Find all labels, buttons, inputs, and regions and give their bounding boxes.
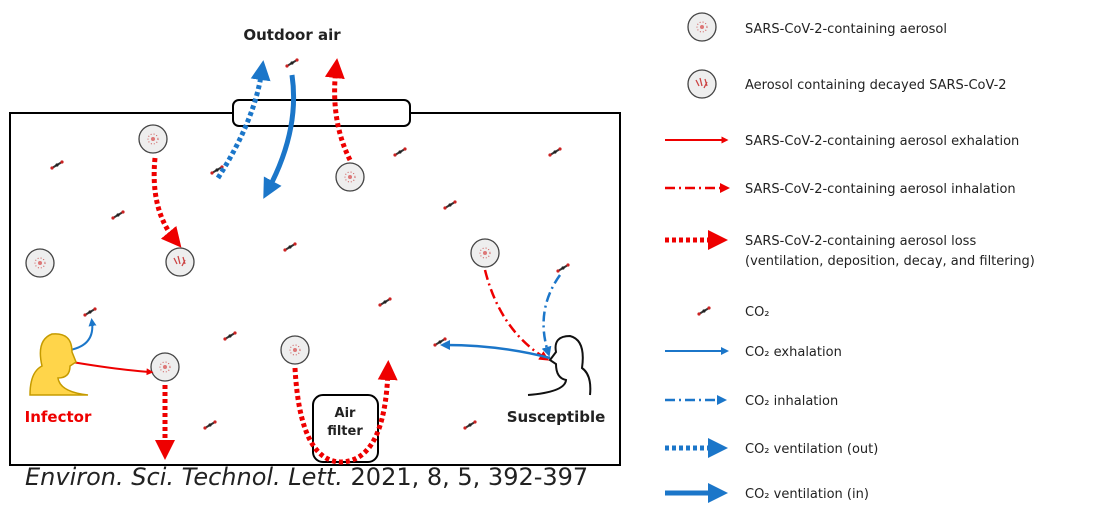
aerosols-part <box>150 352 180 382</box>
co2-molecules-part <box>547 146 563 158</box>
legend-label: SARS-CoV-2-containing aerosol exhalation <box>745 134 1019 149</box>
flows-part <box>541 274 562 357</box>
co2-molecules-part <box>555 262 571 274</box>
aerosols-part <box>138 124 168 154</box>
room-part <box>232 99 411 127</box>
room-part <box>312 394 379 463</box>
legend-icons <box>665 12 730 503</box>
legend-label: CO₂ ventilation (in) <box>745 487 869 502</box>
legend-icons-part <box>696 305 712 317</box>
co2-molecules-part <box>284 57 300 69</box>
legend-label: SARS-CoV-2-containing aerosol loss <box>745 234 976 249</box>
susceptible-head <box>527 334 592 396</box>
co2-molecules-part <box>462 419 478 431</box>
flows-part <box>440 340 551 360</box>
filter-label: filter <box>327 424 363 439</box>
infector-label: Infector <box>25 408 92 426</box>
aerosols-part <box>335 162 365 192</box>
legend-label: CO₂ <box>745 305 770 320</box>
flows-part <box>215 60 271 180</box>
infector-head-part <box>29 333 89 396</box>
co2-molecules-part <box>110 209 126 221</box>
citation: Environ. Sci. Technol. Lett. 2021, 8, 5,… <box>25 463 588 491</box>
flows-part <box>71 361 154 376</box>
flows-part <box>292 360 398 465</box>
room <box>9 99 621 466</box>
flows-part <box>324 58 353 162</box>
citation-journal: Environ. Sci. Technol. Lett. <box>25 463 343 491</box>
co2-molecules-part <box>82 306 98 318</box>
co2-molecules-part <box>49 159 65 171</box>
aerosols <box>25 124 500 382</box>
legend-label: CO₂ ventilation (out) <box>745 442 878 457</box>
co2-molecules-part <box>377 296 393 308</box>
flows <box>69 58 562 465</box>
susceptible-label: Susceptible <box>507 408 606 426</box>
co2-molecules-part <box>392 146 408 158</box>
aerosols-part <box>25 248 55 278</box>
flows-part <box>263 74 297 199</box>
co2-molecules-part <box>432 336 448 348</box>
aerosols-part <box>165 247 195 277</box>
citation-details: 2021, 8, 5, 392-397 <box>343 463 588 491</box>
co2-molecules-part <box>202 419 218 431</box>
legend-icons-part <box>687 69 717 99</box>
flows-part <box>151 157 182 248</box>
flows-part <box>483 269 550 361</box>
legend-label: SARS-CoV-2-containing aerosol <box>745 22 947 37</box>
co2-molecules-part <box>282 241 298 253</box>
legend-label: Aerosol containing decayed SARS-CoV-2 <box>745 78 1007 93</box>
legend-icons-part <box>687 12 717 42</box>
susceptible-head-part <box>527 334 592 396</box>
co2-molecules-part <box>222 330 238 342</box>
legend: SARS-CoV-2-containing aerosol Aerosol con… <box>745 22 1035 502</box>
legend-label: (ventilation, deposition, decay, and fil… <box>745 254 1035 269</box>
co2-molecules-part <box>442 199 458 211</box>
aerosols-part <box>280 335 310 365</box>
infector-head <box>29 333 89 396</box>
legend-label: CO₂ exhalation <box>745 345 842 360</box>
legend-label: SARS-CoV-2-containing aerosol inhalation <box>745 182 1016 197</box>
aerosols-part <box>470 238 500 268</box>
flows-part <box>69 318 97 351</box>
filter-label: Air <box>335 406 357 421</box>
legend-label: CO₂ inhalation <box>745 394 838 409</box>
outdoor-label: Outdoor air <box>243 26 341 44</box>
